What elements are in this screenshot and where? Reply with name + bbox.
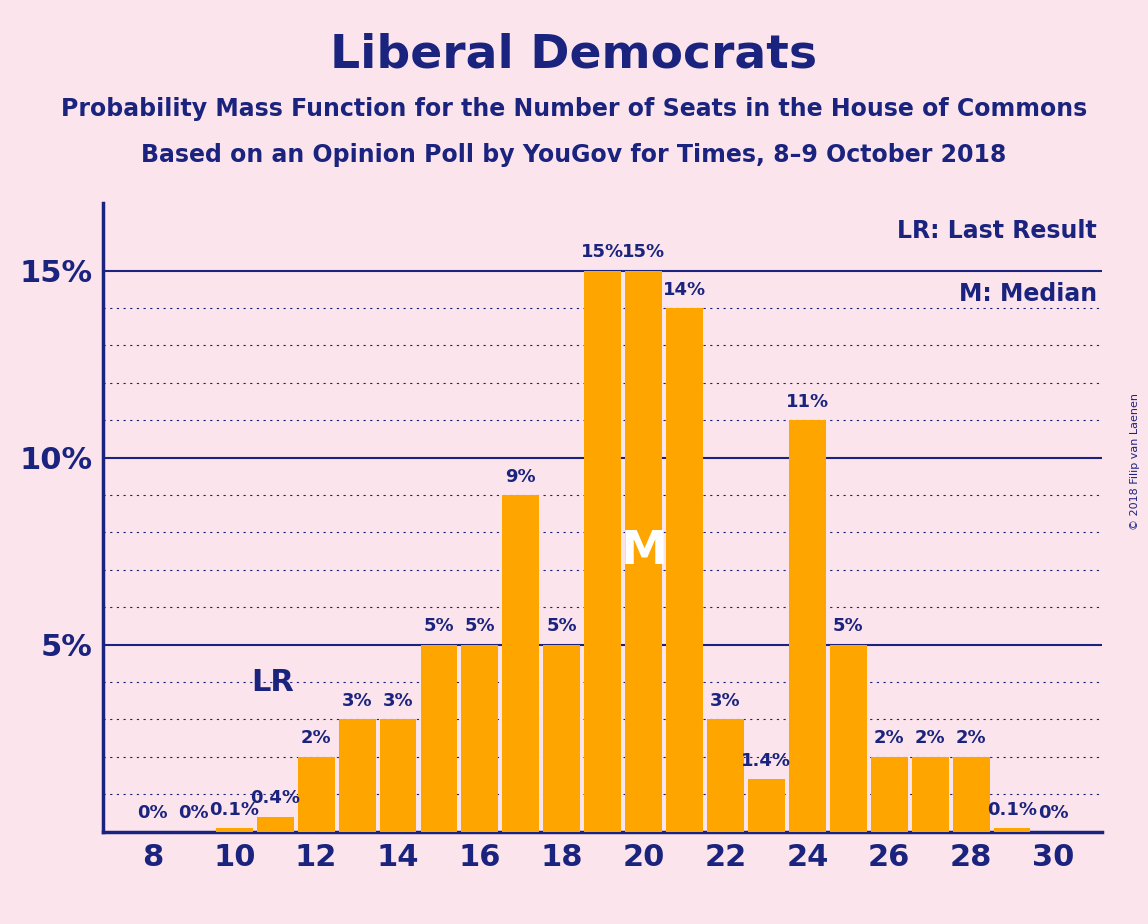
- Text: 9%: 9%: [505, 468, 536, 486]
- Text: 14%: 14%: [664, 281, 706, 298]
- Text: 0.4%: 0.4%: [250, 789, 301, 808]
- Text: LR: LR: [250, 668, 294, 697]
- Text: Liberal Democrats: Liberal Democrats: [331, 32, 817, 78]
- Bar: [257, 817, 294, 832]
- Text: 3%: 3%: [382, 692, 413, 710]
- Text: 15%: 15%: [581, 243, 625, 261]
- Text: 3%: 3%: [342, 692, 372, 710]
- Bar: [994, 828, 1031, 832]
- Text: M: M: [620, 529, 667, 574]
- Text: Probability Mass Function for the Number of Seats in the House of Commons: Probability Mass Function for the Number…: [61, 97, 1087, 121]
- Text: 5%: 5%: [465, 617, 495, 636]
- Bar: [626, 271, 662, 832]
- Bar: [297, 757, 334, 832]
- Bar: [666, 308, 703, 832]
- Text: 0%: 0%: [1038, 804, 1069, 822]
- Bar: [912, 757, 948, 832]
- Bar: [420, 645, 457, 832]
- Text: © 2018 Filip van Laenen: © 2018 Filip van Laenen: [1130, 394, 1140, 530]
- Bar: [503, 495, 540, 832]
- Text: 0%: 0%: [137, 804, 168, 822]
- Text: 2%: 2%: [956, 729, 986, 748]
- Bar: [953, 757, 990, 832]
- Text: 2%: 2%: [301, 729, 332, 748]
- Text: 5%: 5%: [424, 617, 455, 636]
- Bar: [830, 645, 867, 832]
- Bar: [707, 720, 744, 832]
- Bar: [748, 779, 785, 832]
- Text: LR: Last Result: LR: Last Result: [898, 219, 1097, 243]
- Text: 0.1%: 0.1%: [209, 800, 259, 819]
- Text: Based on an Opinion Poll by YouGov for Times, 8–9 October 2018: Based on an Opinion Poll by YouGov for T…: [141, 143, 1007, 167]
- Bar: [789, 420, 825, 832]
- Bar: [216, 828, 253, 832]
- Text: 5%: 5%: [546, 617, 577, 636]
- Bar: [461, 645, 498, 832]
- Text: 1.4%: 1.4%: [742, 752, 791, 770]
- Text: 3%: 3%: [711, 692, 740, 710]
- Text: M: Median: M: Median: [959, 282, 1097, 306]
- Text: 5%: 5%: [833, 617, 863, 636]
- Bar: [584, 271, 621, 832]
- Text: 15%: 15%: [622, 243, 665, 261]
- Text: 11%: 11%: [785, 393, 829, 411]
- Text: 0.1%: 0.1%: [987, 800, 1037, 819]
- Bar: [543, 645, 580, 832]
- Text: 2%: 2%: [915, 729, 946, 748]
- Bar: [339, 720, 375, 832]
- Text: 0%: 0%: [178, 804, 209, 822]
- Text: 2%: 2%: [874, 729, 905, 748]
- Bar: [380, 720, 417, 832]
- Bar: [871, 757, 908, 832]
